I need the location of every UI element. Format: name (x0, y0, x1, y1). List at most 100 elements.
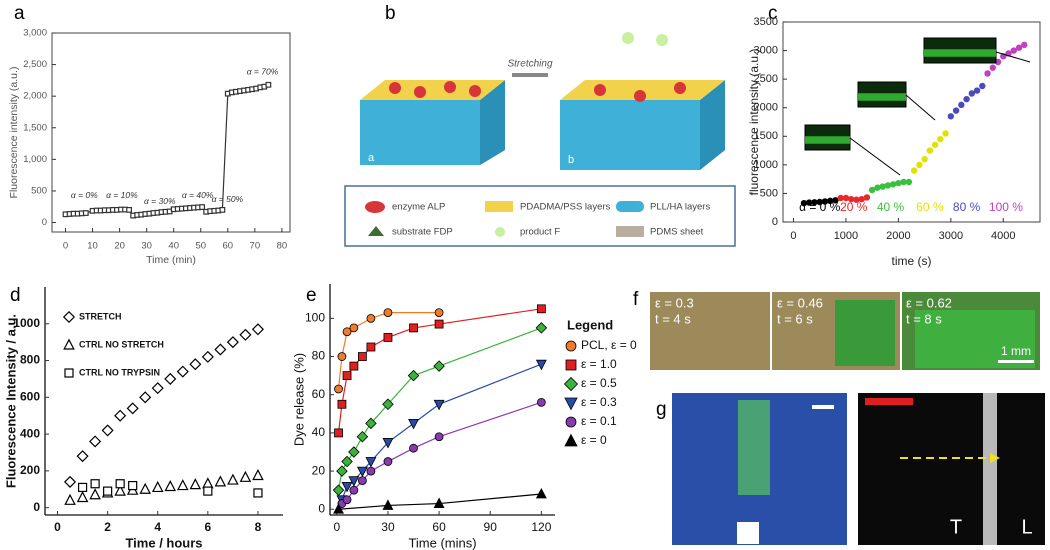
marker (64, 368, 74, 378)
marker (433, 360, 445, 372)
marker (565, 359, 577, 371)
marker (365, 457, 377, 468)
arrow (512, 73, 548, 77)
marker (348, 476, 360, 487)
inset-label: b (568, 154, 574, 166)
y-tick-label: 2000 (754, 102, 778, 114)
x-axis-label: Time (min) (146, 254, 196, 266)
marker (265, 81, 272, 88)
marker (342, 327, 352, 337)
x-axis-label: Time (mins) (408, 535, 476, 550)
marker (806, 199, 813, 206)
marker (348, 446, 360, 458)
legend-icon (495, 227, 505, 237)
annotation: α = 30% (144, 196, 176, 206)
marker (889, 181, 897, 188)
y-tick-label: 100 (305, 311, 325, 325)
legend-box (344, 185, 736, 247)
y-tick-label: 3,000 (23, 28, 47, 39)
y-tick-label: 200 (20, 463, 40, 477)
marker (239, 328, 252, 341)
x-tick-label: 2000 (886, 230, 910, 242)
marker (1015, 44, 1023, 51)
y-tick-label: 500 (31, 185, 47, 196)
marker (968, 90, 976, 97)
x-tick-label: 30 (381, 520, 395, 534)
y-tick-label: 2500 (754, 73, 778, 85)
y-tick-label: 1,500 (23, 122, 47, 133)
marker (564, 433, 578, 447)
marker (821, 198, 829, 205)
enzyme (414, 86, 426, 98)
x-tick-label: 60 (223, 241, 234, 252)
legend-text: PLL/HA layers (650, 202, 710, 213)
marker (916, 161, 923, 169)
marker (564, 397, 578, 411)
marker (931, 141, 939, 149)
marker (408, 418, 419, 430)
marker (811, 199, 818, 206)
marker (64, 493, 76, 505)
inset-glow (858, 93, 906, 101)
panel-label: d (10, 285, 21, 306)
marker (382, 438, 394, 449)
marker (989, 64, 996, 71)
strain-label: ε = 0.62 (906, 295, 952, 310)
marker (356, 430, 369, 443)
y-tick-label: 0 (772, 216, 778, 228)
marker (151, 382, 164, 395)
marker (536, 304, 546, 314)
x-tick-label: 70 (250, 241, 261, 252)
x-tick-label: 4000 (991, 230, 1015, 242)
series-line (341, 363, 542, 500)
marker (900, 178, 907, 186)
marker (164, 480, 177, 492)
marker (334, 428, 343, 438)
x-tick-label: 90 (484, 520, 498, 534)
clamp (737, 522, 759, 544)
marker (64, 475, 77, 488)
x-tick-label: 0 (333, 520, 340, 534)
y-tick-label: 0 (42, 217, 47, 228)
marker (332, 484, 345, 496)
inset-arrow (849, 137, 901, 176)
marker (884, 182, 892, 189)
marker (357, 352, 367, 361)
marker (827, 197, 834, 205)
marker (333, 503, 344, 514)
x-tick-label: 1000 (834, 230, 858, 242)
legend-label: 60 % (916, 200, 944, 214)
marker (366, 342, 376, 352)
marker (800, 199, 808, 207)
y-axis-label: Fluorescence Intensity / a.u. (3, 314, 18, 488)
plot-frame (782, 21, 1041, 223)
legend-title: Legend (567, 317, 613, 332)
marker (407, 369, 420, 382)
marker (139, 391, 152, 404)
marker (227, 473, 239, 485)
marker (336, 465, 348, 477)
marker (921, 155, 928, 163)
y-tick-label: 0 (33, 500, 40, 514)
y-tick-label: 800 (20, 353, 40, 367)
legend-label: PCL, ε = 0 (581, 338, 637, 352)
annotation: α = 50% (212, 194, 244, 204)
strain-label: ε = 0.3 (655, 295, 694, 310)
legend-icon (485, 201, 513, 212)
marker (139, 482, 152, 494)
marker (565, 340, 577, 352)
y-tick-label: 3000 (754, 44, 778, 56)
x-axis-label: Time / hours (125, 535, 202, 550)
marker (847, 195, 855, 203)
x-tick-label: 50 (195, 241, 206, 252)
marker (342, 371, 352, 381)
marker (89, 435, 102, 448)
x-tick-label: 6 (204, 520, 211, 534)
x-tick-label: 8 (255, 520, 262, 534)
marker (979, 82, 986, 90)
enzyme (634, 90, 646, 102)
marker (365, 417, 377, 430)
x-tick-label: 0 (54, 520, 61, 534)
marker (382, 398, 394, 411)
